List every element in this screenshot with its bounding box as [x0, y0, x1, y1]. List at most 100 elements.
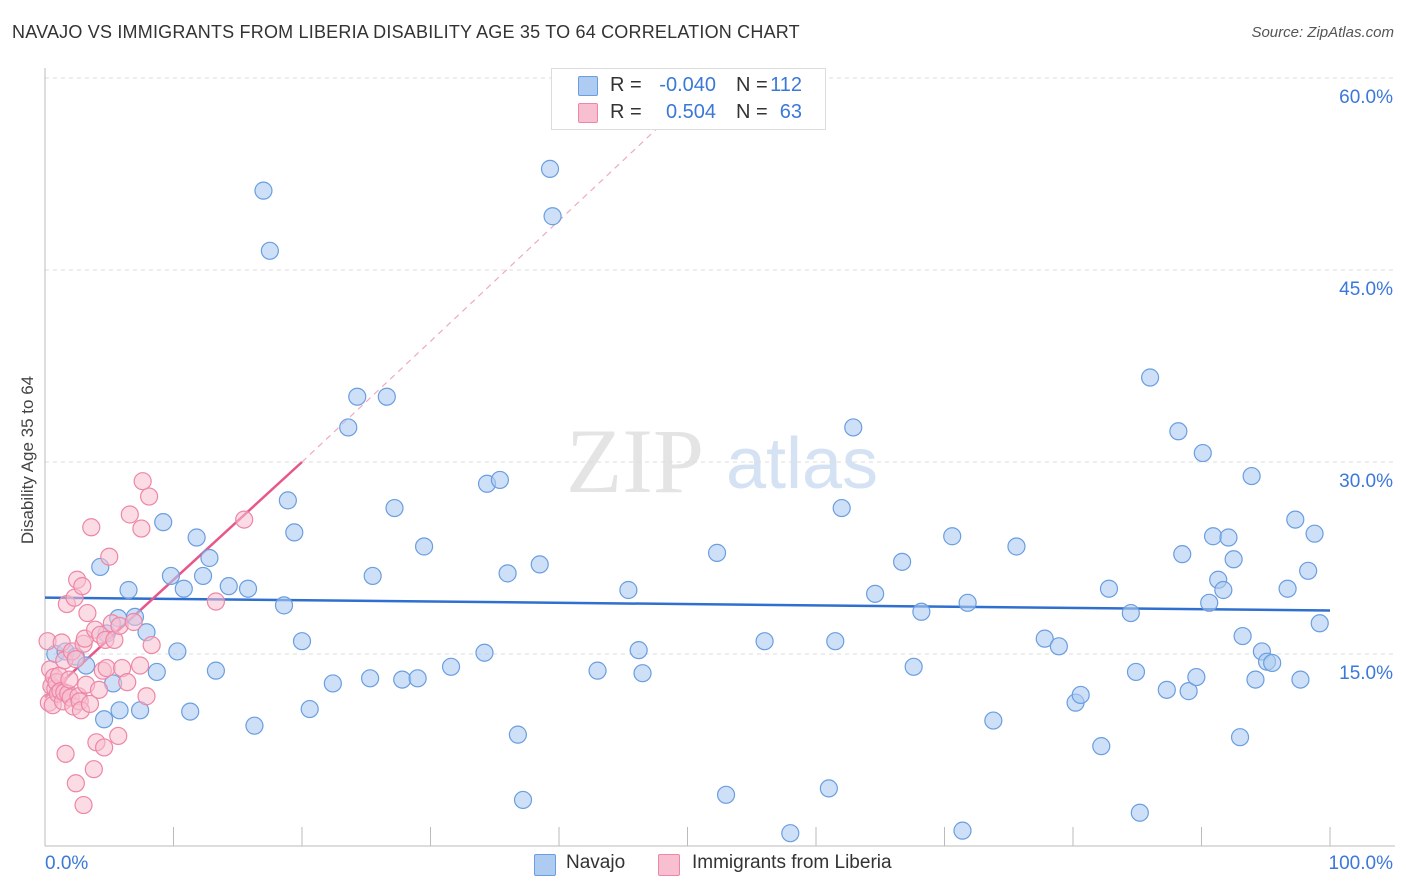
- navajo-point: [912, 602, 931, 621]
- navajo-point: [187, 528, 206, 547]
- navajo-point: [1007, 537, 1026, 556]
- navajo-point: [1049, 637, 1068, 656]
- navajo-point: [540, 159, 560, 178]
- liberia-point: [73, 577, 92, 596]
- navajo-point: [490, 470, 509, 490]
- navajo-point: [1310, 614, 1329, 633]
- navajo-point: [1126, 662, 1146, 682]
- watermark-atlas: atlas: [726, 424, 878, 504]
- navajo-point: [441, 657, 461, 676]
- navajo-point: [323, 674, 342, 693]
- navajo-point: [206, 661, 226, 680]
- navajo-point: [238, 579, 258, 598]
- y-tick-label: 30.0%: [1339, 471, 1393, 492]
- navajo-point: [1035, 629, 1054, 648]
- navajo-point: [361, 669, 380, 688]
- navajo-point: [161, 566, 181, 586]
- legend-navajo-swatch: [534, 854, 556, 876]
- y-tick-label: 45.0%: [1339, 279, 1393, 300]
- liberia-point: [137, 687, 156, 706]
- liberia-point: [130, 656, 150, 675]
- liberia-point: [56, 744, 75, 763]
- liberia-point: [95, 738, 114, 757]
- navajo-point: [1219, 528, 1238, 547]
- navajo-point: [385, 498, 404, 518]
- navajo-point: [1121, 603, 1140, 623]
- correlation-legend: R = -0.040 N = 112 R = 0.504 N = 63: [551, 68, 826, 130]
- liberia-point: [206, 592, 226, 611]
- navajo-swatch: [578, 76, 598, 96]
- navajo-point: [339, 418, 358, 437]
- liberia-point: [66, 650, 85, 669]
- navajo-n-label: N =: [736, 74, 768, 96]
- liberia-point: [120, 505, 139, 524]
- navajo-point: [1130, 803, 1149, 822]
- legend-row-liberia: R = 0.504 N = 63: [552, 100, 825, 126]
- liberia-point: [66, 774, 85, 793]
- navajo-point: [781, 824, 800, 843]
- series-navajo: [46, 159, 1329, 843]
- navajo-point: [348, 387, 367, 406]
- navajo-point: [904, 657, 923, 676]
- navajo-point: [219, 577, 238, 596]
- navajo-point: [953, 821, 972, 840]
- navajo-point: [530, 555, 549, 574]
- navajo-point: [543, 207, 562, 226]
- navajo-point: [274, 596, 294, 615]
- navajo-point: [1169, 422, 1188, 441]
- navajo-point: [866, 584, 885, 603]
- navajo-point: [619, 580, 638, 600]
- liberia-swatch: [578, 103, 598, 123]
- navajo-point: [1200, 593, 1219, 612]
- legend-row-navajo: R = -0.040 N = 112: [552, 73, 825, 99]
- navajo-point: [1291, 670, 1310, 689]
- navajo-point: [1092, 737, 1111, 756]
- navajo-point: [716, 785, 736, 804]
- navajo-point: [1278, 579, 1297, 598]
- navajo-point: [1224, 550, 1243, 569]
- liberia-r-value: 0.504: [665, 101, 716, 123]
- navajo-point: [1246, 670, 1265, 689]
- navajo-point: [292, 632, 312, 651]
- liberia-point: [80, 694, 100, 714]
- navajo-point: [245, 716, 264, 735]
- liberia-point: [235, 510, 254, 529]
- liberia-point: [139, 487, 159, 506]
- tick-labels: 15.0% 30.0% 45.0% 60.0% 0.0% 100.0%: [45, 87, 1393, 874]
- navajo-point: [260, 241, 279, 260]
- y-tick-label: 15.0%: [1339, 663, 1393, 684]
- series-legend: Navajo Immigrants from Liberia: [0, 852, 1406, 878]
- liberia-point: [132, 519, 151, 538]
- axes: [44, 68, 1395, 847]
- liberia-point: [109, 726, 128, 746]
- navajo-point: [174, 579, 193, 598]
- navajo-point: [1140, 368, 1160, 387]
- navajo-point: [1233, 626, 1252, 646]
- navajo-point: [1193, 443, 1212, 463]
- navajo-point: [629, 641, 648, 660]
- navajo-point: [1071, 685, 1090, 705]
- source-label: Source: ZipAtlas.com: [1251, 24, 1394, 41]
- navajo-point: [755, 632, 774, 651]
- navajo-point: [1299, 561, 1318, 580]
- navajo-point: [393, 670, 412, 689]
- navajo-point: [1099, 579, 1119, 598]
- navajo-point: [1203, 527, 1223, 546]
- navajo-point: [498, 564, 517, 583]
- x-tick-label-right: 100.0%: [1329, 853, 1394, 874]
- navajo-point: [408, 669, 427, 688]
- navajo-point: [513, 790, 533, 810]
- navajo-point: [278, 491, 297, 510]
- navajo-point: [707, 543, 727, 562]
- liberia-point: [74, 795, 93, 815]
- navajo-point: [1157, 680, 1176, 699]
- liberia-point: [97, 658, 116, 678]
- navajo-point: [819, 779, 838, 798]
- liberia-point: [142, 635, 161, 655]
- navajo-point: [1187, 667, 1206, 687]
- navajo-point: [193, 566, 213, 586]
- legend-liberia-swatch: [658, 854, 680, 876]
- series-liberia: [38, 472, 254, 815]
- navajo-point: [254, 181, 273, 200]
- liberia-point: [89, 680, 109, 699]
